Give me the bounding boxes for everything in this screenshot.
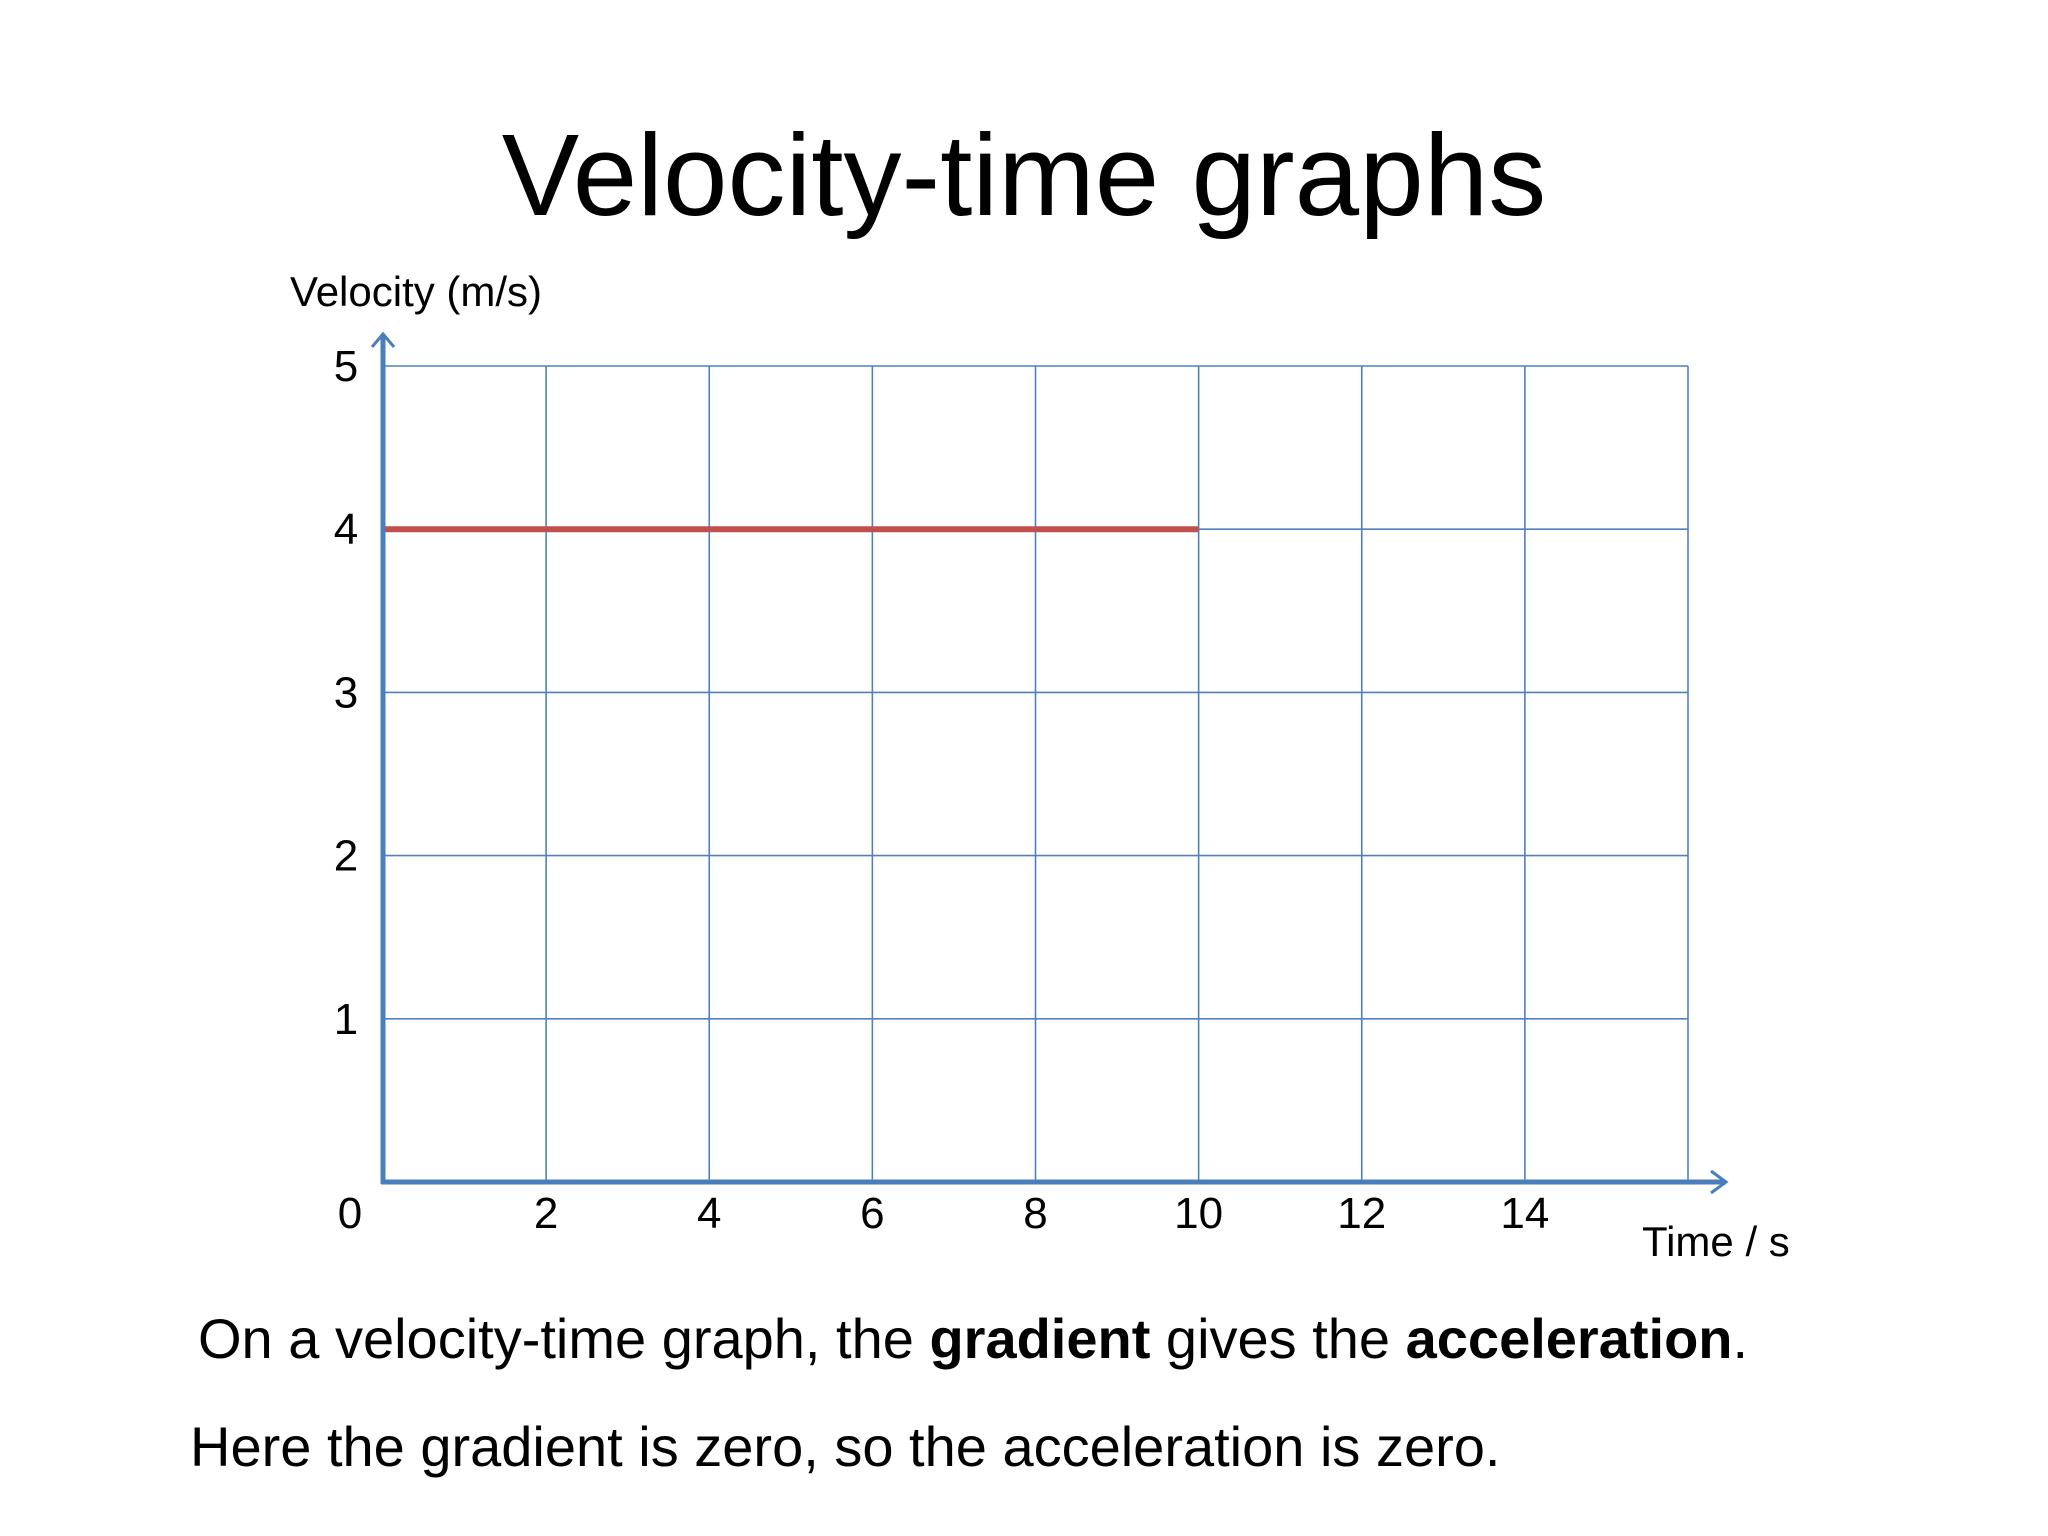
caption-1-bold-gradient: gradient <box>929 1307 1151 1370</box>
y-tick-label: 2 <box>334 832 358 881</box>
y-tick-label: 4 <box>334 505 358 554</box>
chart-axes <box>370 331 1729 1195</box>
y-tick-label: 3 <box>334 668 358 717</box>
x-tick-label: 8 <box>1023 1189 1047 1238</box>
caption-1-part-1: On a velocity-time graph, the <box>198 1307 930 1370</box>
caption-gradient: On a velocity-time graph, the gradient g… <box>198 1304 1748 1374</box>
origin-label: 0 <box>338 1189 362 1238</box>
x-tick-label: 2 <box>534 1189 558 1238</box>
caption-1-part-3: . <box>1732 1307 1749 1370</box>
y-axis-label: Velocity (m/s) <box>290 268 542 315</box>
caption-1-part-2: gives the <box>1150 1307 1406 1370</box>
y-axis-arrow <box>370 331 396 348</box>
slide-title: Velocity-time graphs <box>501 110 1547 240</box>
x-tick-label: 14 <box>1500 1189 1549 1238</box>
chart-grid <box>383 365 1689 1182</box>
x-tick-label: 10 <box>1174 1189 1223 1238</box>
caption-1-bold-acceleration: acceleration <box>1405 1307 1733 1370</box>
chart-labels: Velocity (m/s) Time / s 0 2 4 6 8 10 12 141234… <box>290 268 1790 1265</box>
x-tick-label: 12 <box>1337 1189 1386 1238</box>
x-axis-label: Time / s <box>1642 1218 1790 1265</box>
x-tick-label: 6 <box>860 1189 884 1238</box>
y-tick-label: 1 <box>334 995 358 1044</box>
caption-zero-acceleration: Here the gradient is zero, so the accele… <box>190 1415 1501 1478</box>
y-tick-label: 5 <box>334 342 358 391</box>
x-axis-arrow <box>1710 1169 1729 1195</box>
x-tick-label: 4 <box>697 1189 721 1238</box>
